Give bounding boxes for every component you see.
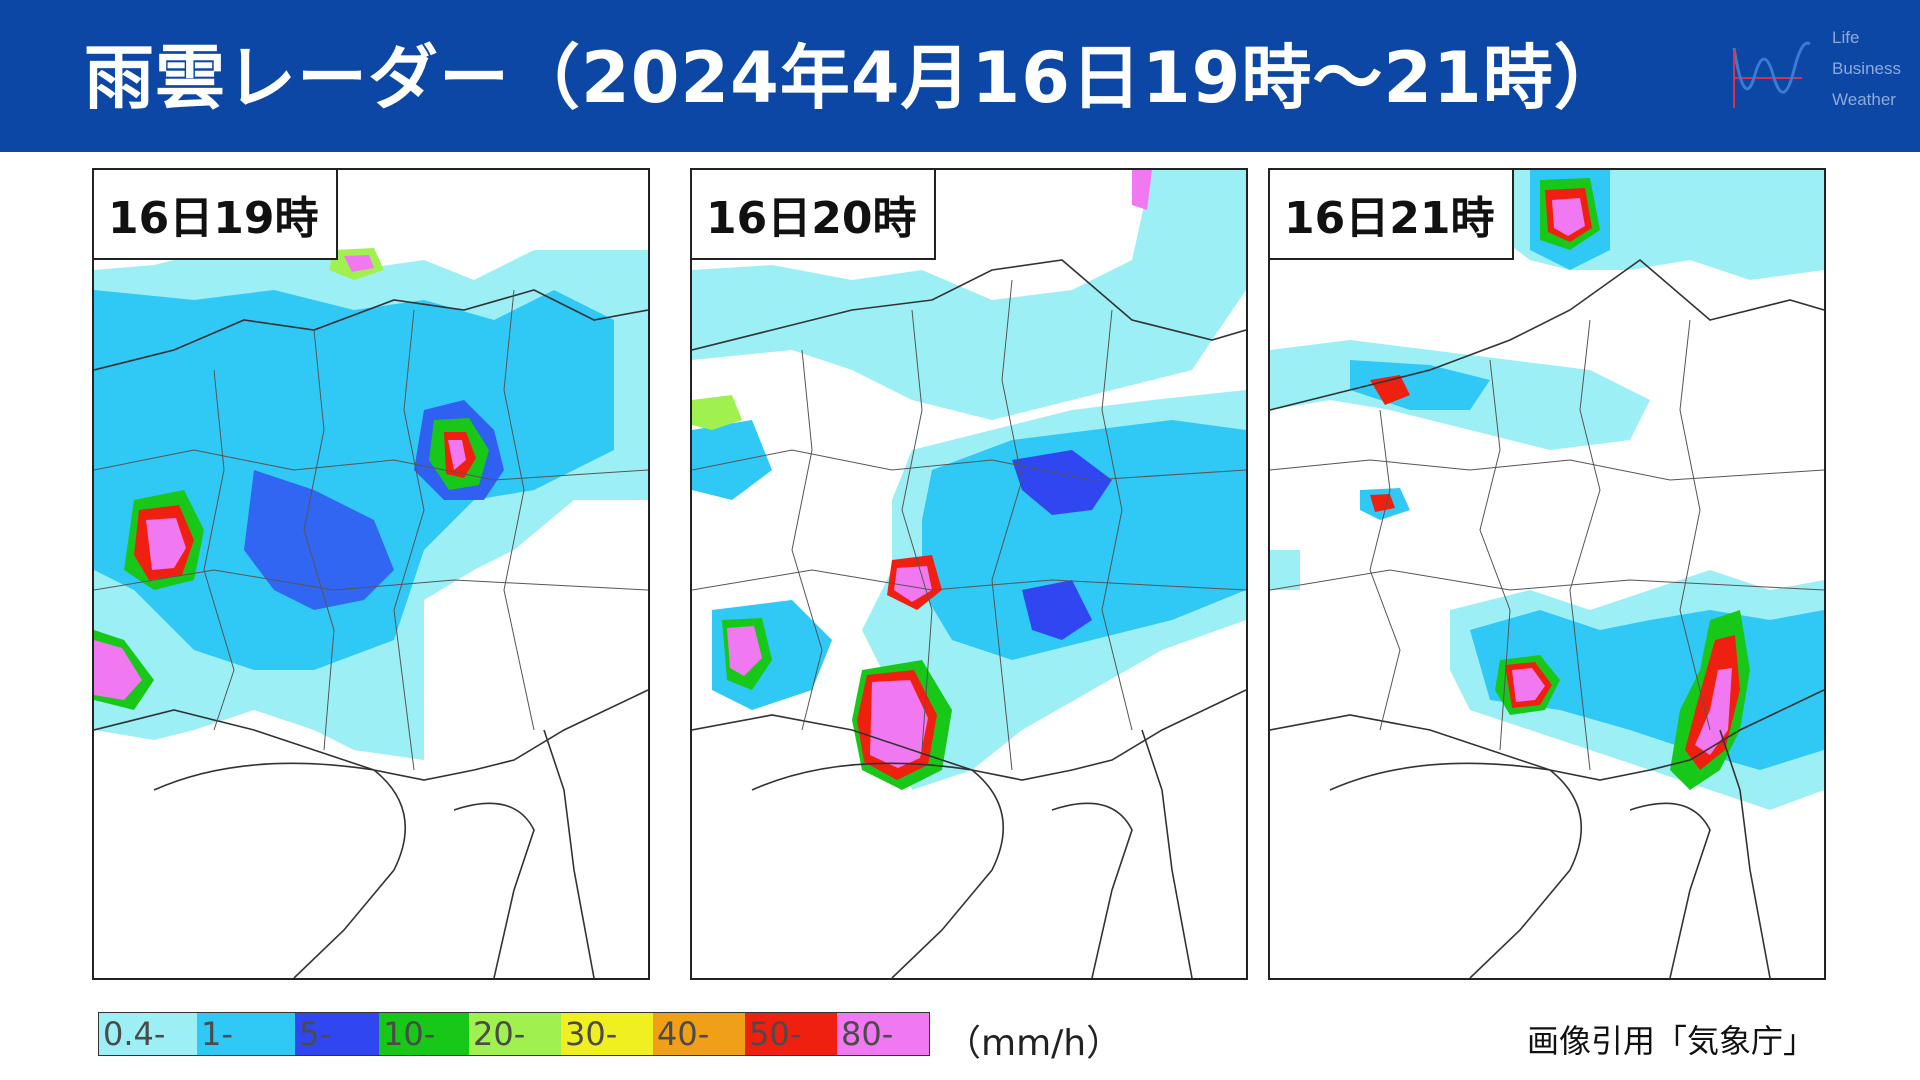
rain-layer [94, 240, 648, 760]
legend-item-7: 50- [745, 1013, 837, 1055]
logo-wave-icon [1732, 41, 1811, 108]
page-title: 雨雲レーダー（2024年4月16日19時～21時） [84, 37, 1625, 119]
logo-line-weather: Weather [1832, 90, 1896, 109]
coastline [692, 259, 1246, 978]
radar-map [94, 170, 648, 978]
logo-line-business: Business [1832, 59, 1901, 78]
legend-item-2: 5- [295, 1013, 379, 1055]
coastline [94, 289, 648, 978]
image-credit: 画像引用「気象庁」 [1527, 1022, 1816, 1060]
panel-time-label: 16日20時 [692, 170, 937, 260]
legend-item-1: 1- [197, 1013, 295, 1055]
coastline [1270, 258, 1824, 978]
legend-item-0: 0.4- [99, 1013, 197, 1055]
header-bar: 雨雲レーダー（2024年4月16日19時～21時） Life Business … [0, 0, 1920, 152]
legend-item-4: 20- [469, 1013, 561, 1055]
rain-layer [1270, 170, 1824, 810]
panel-time-label: 16日19時 [94, 170, 339, 260]
legend-item-5: 30- [561, 1013, 653, 1055]
boundaries [94, 289, 648, 771]
panel-time-label: 16日21時 [1270, 170, 1515, 260]
radar-map [692, 170, 1246, 978]
boundaries [1270, 319, 1824, 771]
radar-panel-20: 16日20時 [690, 168, 1248, 980]
legend-item-3: 10- [379, 1013, 469, 1055]
legend-item-8: 80- [837, 1013, 929, 1055]
logo: Life Business Weather [1732, 22, 1912, 132]
boundaries [692, 279, 1246, 771]
radar-map [1270, 170, 1824, 978]
logo-line-life: Life [1832, 28, 1860, 47]
radar-panel-21: 16日21時 [1268, 168, 1826, 980]
radar-panel-19: 16日19時 [92, 168, 650, 980]
legend-unit: （mm/h） [945, 1023, 1123, 1064]
precipitation-legend: 0.4- 1- 5- 10- 20- 30- 40- 50- 80- [98, 1012, 930, 1056]
legend-item-6: 40- [653, 1013, 745, 1055]
logo-text: Life Business Weather [1832, 22, 1901, 115]
